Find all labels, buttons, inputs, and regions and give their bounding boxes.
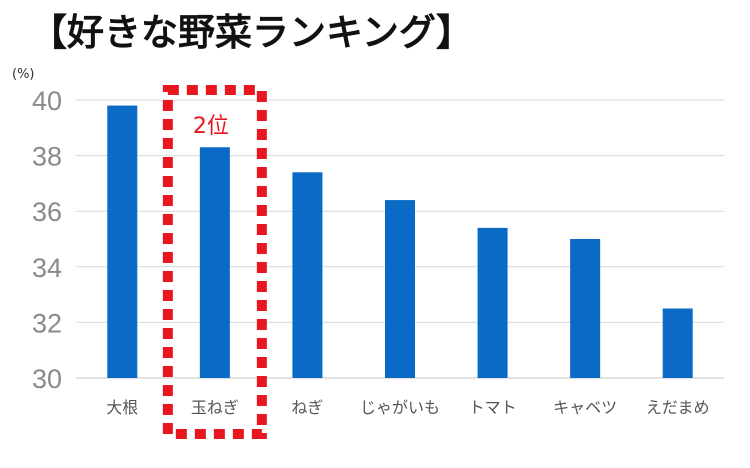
y-tick-label: 36 — [32, 197, 62, 227]
bar — [199, 147, 230, 378]
chart-title: 【好きな野菜ランキング】 — [30, 11, 473, 54]
category-label: じゃがいも — [360, 398, 440, 417]
y-tick-label: 32 — [32, 308, 62, 338]
category-label: キャベツ — [553, 398, 617, 417]
y-tick-label: 30 — [32, 364, 62, 394]
category-label: ねぎ — [291, 398, 323, 417]
rank-annotation: 2位 — [193, 114, 229, 139]
bar — [385, 200, 415, 378]
y-tick-label: 40 — [32, 86, 62, 116]
bar — [477, 227, 508, 378]
y-tick-label: 38 — [32, 142, 62, 172]
y-tick-label: 34 — [32, 253, 62, 283]
category-label: えだまめ — [646, 398, 710, 417]
bar — [292, 172, 323, 378]
category-label: トマト — [469, 398, 517, 417]
bar — [662, 308, 693, 378]
bar — [570, 239, 601, 378]
bar — [107, 105, 138, 378]
y-axis-unit: (%) — [12, 67, 35, 82]
category-label: 玉ねぎ — [191, 398, 239, 417]
category-label: 大根 — [106, 398, 138, 417]
highlight-box — [162, 85, 267, 439]
